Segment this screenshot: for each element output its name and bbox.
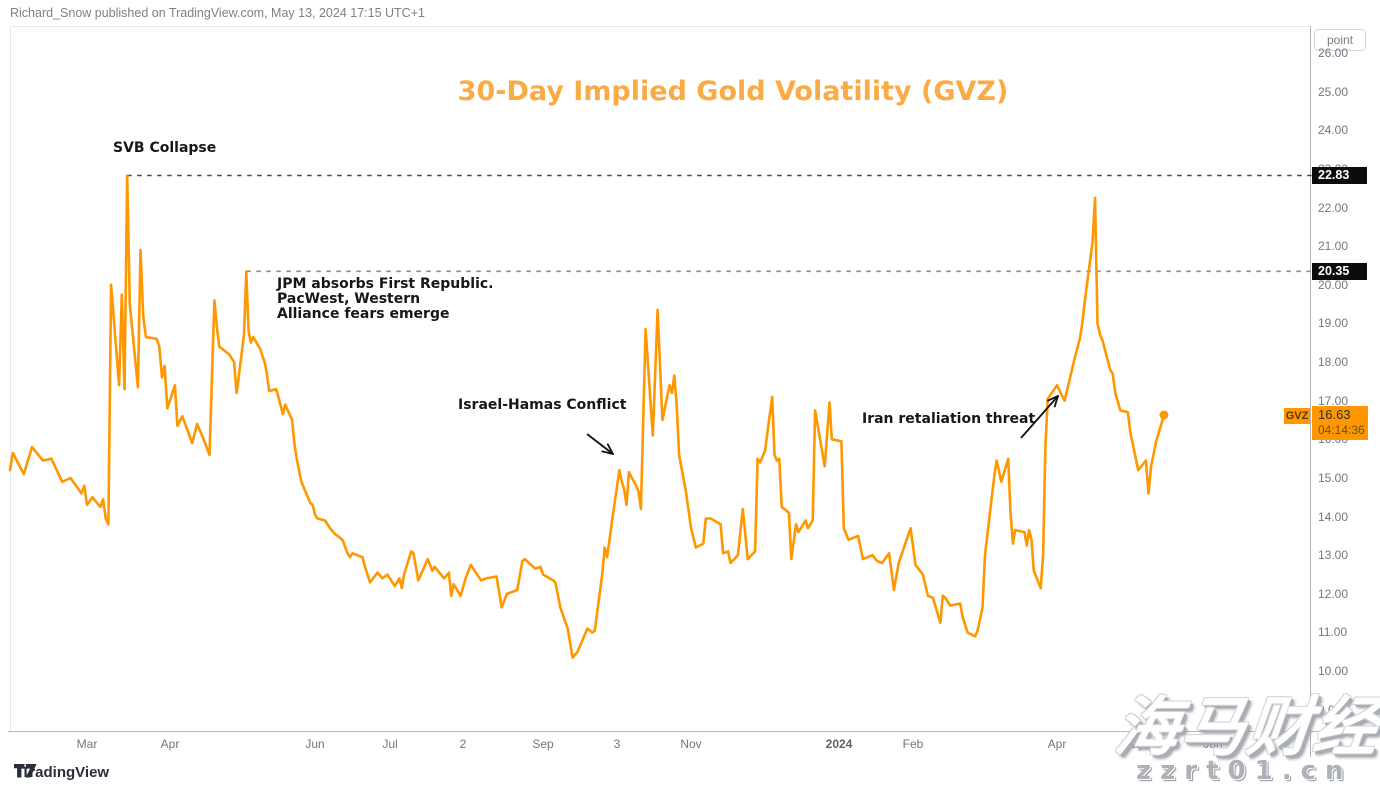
time-tick-label: Apr xyxy=(160,737,180,751)
watermark-cjk: 海马财经 xyxy=(1111,691,1380,765)
price-axis-separator xyxy=(1310,26,1311,757)
price-tick-label: 19.00 xyxy=(1318,316,1349,331)
price-tick-label: 20.00 xyxy=(1318,277,1349,292)
chart-border-left xyxy=(10,26,11,731)
time-tick-label: 2 xyxy=(459,737,467,751)
price-tick-label: 17.00 xyxy=(1318,393,1349,408)
chart-annotation-text: Iran retaliation threat xyxy=(862,411,1036,427)
chart-title: 30-Day Implied Gold Volatility (GVZ) xyxy=(457,76,1009,107)
current-price-badge: 16.63 04:14:36 xyxy=(1312,406,1368,440)
chart-annotation-text: JPM absorbs First Republic. PacWest, West… xyxy=(277,276,494,322)
price-tick-label: 21.00 xyxy=(1318,239,1349,254)
tradingview-logo-text: TradingView xyxy=(21,764,110,781)
time-tick-label: Jun xyxy=(1203,737,1223,751)
price-tick-label: 18.00 xyxy=(1318,355,1349,370)
price-tick-label: 13.00 xyxy=(1318,548,1349,563)
watermark-url: zzrt01.cn xyxy=(1136,756,1353,786)
price-tick-label: 10.00 xyxy=(1318,664,1349,679)
price-level-badge: 20.35 xyxy=(1312,262,1367,280)
price-unit-button[interactable]: point xyxy=(1314,29,1366,51)
current-price-value: 16.63 xyxy=(1318,407,1351,422)
price-tick-label: 14.00 xyxy=(1318,509,1349,524)
time-axis-separator xyxy=(8,731,1380,732)
time-tick-label: Feb xyxy=(902,737,924,751)
price-tick-label: 12.00 xyxy=(1318,586,1349,601)
time-tick-label: Sep xyxy=(532,737,554,751)
time-tick-label: Nov xyxy=(680,737,702,751)
chart-annotation-text: SVB Collapse xyxy=(113,140,217,156)
price-tick-label: 15.00 xyxy=(1318,470,1349,485)
time-tick-label: Mar xyxy=(76,737,98,751)
time-tick-label: Apr xyxy=(1047,737,1067,751)
series-symbol-badge: GVZ xyxy=(1284,408,1310,424)
time-tick-label: Jun xyxy=(305,737,325,751)
price-tick-label: 25.00 xyxy=(1318,84,1349,99)
chart-annotation-text: Israel-Hamas Conflict xyxy=(458,397,627,413)
time-tick-label: 2024 xyxy=(825,737,853,751)
time-tick-label: May xyxy=(1121,737,1145,751)
time-tick-label: 3 xyxy=(613,737,621,751)
tradingview-logo[interactable]: TradingView xyxy=(14,764,109,781)
price-tick-label: 11.00 xyxy=(1318,625,1348,640)
price-unit-label: point xyxy=(1326,33,1354,47)
price-tick-label: 26.00 xyxy=(1318,46,1349,61)
time-tick-label: Jul xyxy=(382,737,398,751)
price-level-badge: 22.83 xyxy=(1312,166,1367,184)
attribution-text: Richard_Snow published on TradingView.co… xyxy=(10,6,425,20)
session-countdown: 04:14:36 xyxy=(1318,423,1365,437)
chart-border-top xyxy=(10,26,1310,27)
price-tick-label: 9.00 xyxy=(1318,702,1342,717)
price-tick-label: 22.00 xyxy=(1318,200,1349,215)
price-tick-label: 24.00 xyxy=(1318,123,1349,138)
